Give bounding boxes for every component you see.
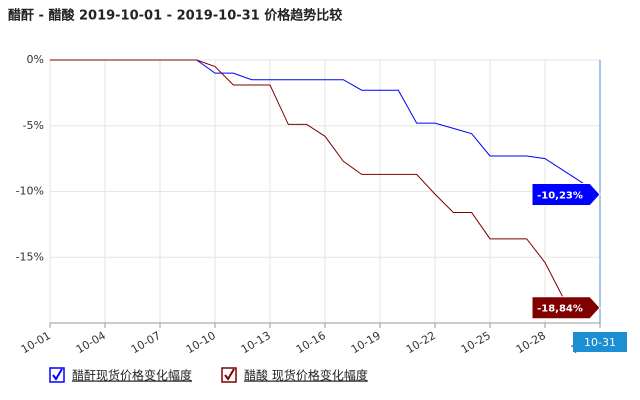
x-tick-label: 10-01 xyxy=(19,329,53,356)
series-line xyxy=(50,59,600,309)
value-label: -18,84% xyxy=(537,304,583,315)
value-label-badge xyxy=(531,183,601,207)
legend-label[interactable]: 醋酸 现货价格变化幅度 xyxy=(244,368,368,383)
crosshair-label: 10-31 xyxy=(584,336,616,349)
y-tick-label: -5% xyxy=(23,119,44,132)
x-tick-label: 10-28 xyxy=(514,329,548,356)
x-tick-label: 10-22 xyxy=(404,329,438,356)
legend-item[interactable]: 醋酐现货价格变化幅度 xyxy=(49,367,192,383)
value-label-badge xyxy=(531,296,601,320)
x-tick-label: 10-07 xyxy=(129,329,163,356)
y-tick-label: -15% xyxy=(16,250,44,263)
value-label: -10,23% xyxy=(537,191,583,202)
x-tick-label: 10-16 xyxy=(294,329,328,356)
y-tick-label: -10% xyxy=(16,185,44,198)
legend-check xyxy=(52,368,63,381)
legend-check xyxy=(224,368,235,381)
chart-title: 醋酐 - 醋酸 2019-10-01 - 2019-10-31 价格趋势比较 xyxy=(8,8,342,24)
x-tick-label: 10-04 xyxy=(74,329,108,356)
legend-label[interactable]: 醋酐现货价格变化幅度 xyxy=(72,368,192,383)
x-tick-label: 10-13 xyxy=(239,329,273,356)
y-tick-label: 0% xyxy=(27,53,44,66)
x-tick-label: 10-19 xyxy=(349,329,383,356)
legend-item[interactable]: 醋酸 现货价格变化幅度 xyxy=(221,367,368,383)
x-tick-label: 10-10 xyxy=(184,329,218,356)
x-tick-label: 10-25 xyxy=(459,329,493,356)
crosshair-label-box xyxy=(573,332,627,352)
